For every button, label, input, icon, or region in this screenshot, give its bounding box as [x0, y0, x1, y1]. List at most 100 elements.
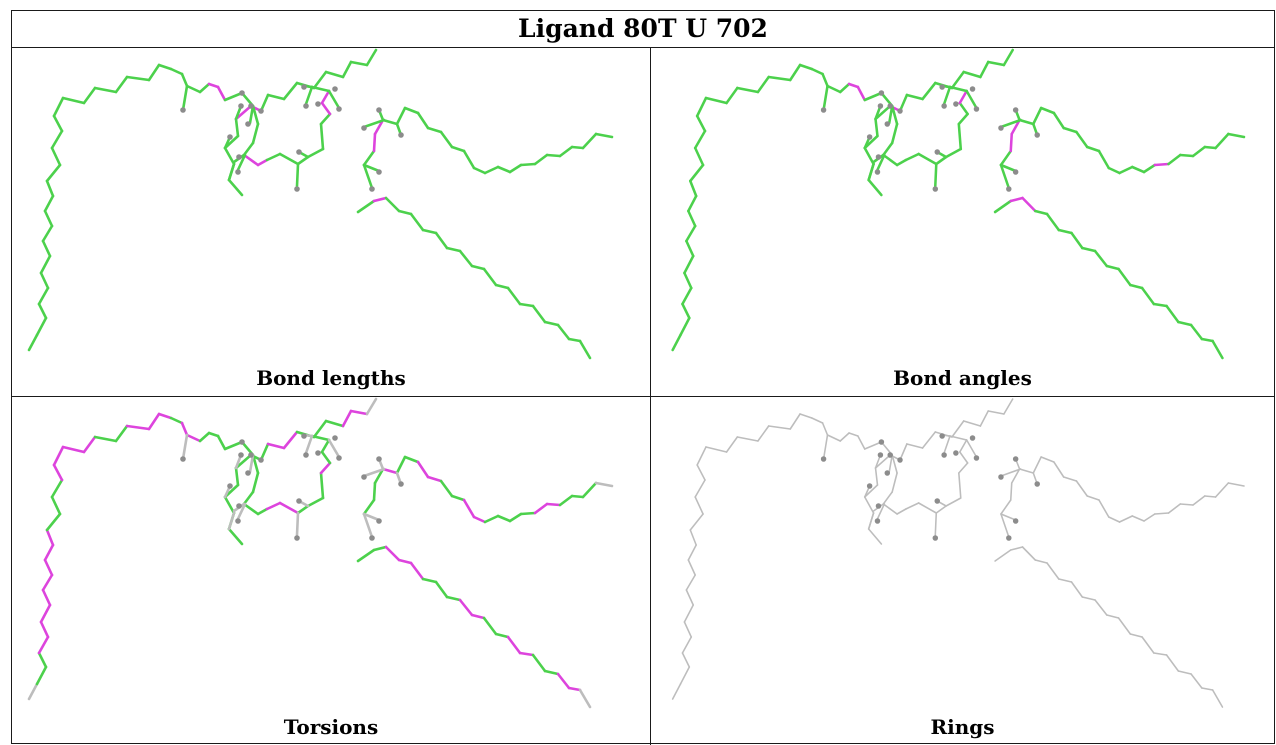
atom — [332, 435, 338, 441]
bond — [384, 196, 401, 213]
bond — [365, 48, 378, 67]
bond — [1154, 512, 1170, 515]
bond — [987, 410, 1005, 415]
bond — [979, 410, 990, 427]
bond — [899, 443, 908, 461]
bond — [362, 498, 376, 516]
bond — [310, 434, 331, 442]
bond — [304, 85, 314, 106]
atom — [1006, 186, 1012, 192]
bond — [993, 199, 1013, 214]
bond — [50, 495, 62, 516]
bond — [93, 86, 118, 94]
bond — [482, 616, 498, 636]
bond — [1227, 132, 1246, 139]
bond — [693, 129, 707, 150]
bond — [957, 122, 963, 151]
bond — [1117, 617, 1132, 635]
bond — [1165, 304, 1180, 324]
bond — [519, 162, 537, 167]
bond — [687, 194, 698, 213]
bond — [1118, 515, 1134, 523]
bond — [362, 512, 374, 539]
bond — [693, 146, 705, 167]
bond — [1098, 499, 1110, 518]
bond — [181, 84, 189, 112]
bond — [934, 512, 938, 536]
bond — [1191, 145, 1207, 158]
bond — [216, 434, 227, 451]
atom — [258, 457, 264, 463]
bond — [37, 635, 50, 655]
bond — [39, 603, 52, 624]
atom — [236, 154, 242, 160]
bond — [409, 212, 425, 232]
bond — [1106, 614, 1120, 619]
bond — [689, 513, 704, 531]
bond — [223, 495, 236, 515]
bond — [986, 60, 1006, 67]
bond — [278, 152, 300, 166]
bond — [875, 153, 886, 174]
atom — [877, 452, 884, 458]
bond — [1010, 118, 1021, 136]
bond — [847, 82, 860, 89]
bond — [1131, 165, 1146, 174]
bond — [1153, 162, 1170, 167]
bond — [324, 70, 345, 79]
bond — [799, 413, 813, 419]
bond — [556, 323, 571, 341]
bond — [39, 254, 52, 275]
bond — [979, 60, 990, 79]
bond — [874, 467, 879, 486]
bond — [242, 490, 255, 506]
bond — [999, 149, 1013, 167]
bond — [37, 651, 48, 669]
bond — [327, 438, 341, 459]
bond — [35, 316, 48, 337]
atom — [820, 107, 827, 113]
bond — [157, 63, 173, 71]
bond — [242, 141, 255, 157]
bond — [227, 162, 236, 182]
bond — [39, 620, 50, 639]
bond — [45, 163, 62, 183]
bond — [581, 481, 598, 499]
bond — [324, 419, 345, 428]
atom — [884, 121, 891, 127]
bond — [397, 558, 413, 565]
bond — [944, 147, 963, 159]
molecule — [27, 48, 614, 360]
bond — [934, 162, 938, 188]
bond — [496, 514, 512, 523]
bond — [874, 117, 879, 138]
bond — [458, 249, 474, 268]
bond — [207, 82, 220, 89]
bond — [1070, 231, 1084, 250]
bond — [950, 70, 965, 90]
atom — [296, 498, 302, 504]
bond — [169, 67, 184, 76]
bond — [543, 669, 560, 676]
panel-rings: Rings — [651, 397, 1274, 744]
bond — [27, 333, 39, 352]
ligand-structure-rings — [671, 398, 1245, 708]
atom — [973, 106, 980, 112]
bond — [373, 118, 385, 136]
bond — [867, 512, 875, 530]
bond — [594, 132, 614, 139]
bond — [958, 89, 968, 105]
bond — [494, 283, 510, 290]
bond — [365, 397, 378, 416]
atom — [180, 456, 186, 462]
bond — [223, 440, 244, 451]
bond — [426, 475, 443, 483]
bond — [1000, 468, 1022, 477]
bond — [1129, 633, 1143, 638]
bond — [1040, 456, 1055, 463]
bond — [531, 304, 547, 324]
bond — [198, 431, 211, 443]
bond — [689, 529, 697, 546]
bond — [679, 666, 691, 685]
bond — [180, 72, 189, 88]
